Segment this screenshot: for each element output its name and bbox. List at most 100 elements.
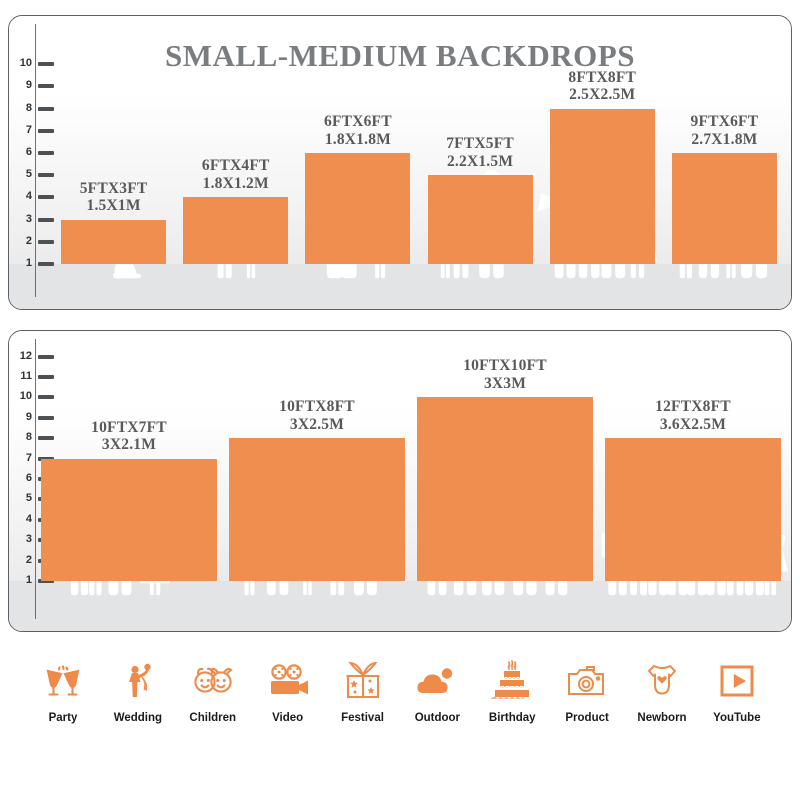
backdrop-size-bar[interactable] <box>305 153 411 264</box>
category-label: Wedding <box>113 712 163 724</box>
y-tick <box>38 128 54 133</box>
category-item-product[interactable]: Product <box>550 655 624 724</box>
backdrop-size-bar[interactable] <box>229 438 405 581</box>
bar-size-label: 12FTX8FT 3.6X2.5M <box>575 398 791 433</box>
y-tick-label: 4 <box>25 190 32 203</box>
movie-camera-icon <box>266 655 310 707</box>
y-tick-label: 3 <box>25 533 32 546</box>
floor-band-2 <box>9 581 791 631</box>
backdrop-size-bar[interactable] <box>41 458 217 581</box>
bar-size-label: 6FTX4FT 1.8X1.2M <box>153 157 318 192</box>
category-item-party[interactable]: Party <box>26 655 100 724</box>
y-tick-label: 8 <box>25 101 32 114</box>
bar-size-feet: 10FTX7FT <box>91 418 167 436</box>
category-item-festival[interactable]: Festival <box>326 655 400 724</box>
y-tick-label: 12 <box>19 349 32 362</box>
bar-size-metres: 2.7X1.8M <box>691 130 758 148</box>
axis-spine <box>35 339 37 619</box>
backdrop-size-bar[interactable] <box>427 175 533 264</box>
category-label: Outdoor <box>414 712 461 724</box>
y-tick-label: 10 <box>19 390 32 403</box>
y-tick <box>38 239 54 244</box>
backdrop-size-bar[interactable] <box>605 438 781 581</box>
y-tick-label: 6 <box>25 146 32 158</box>
bar-size-label: 6FTX6FT 1.8X1.8M <box>275 113 440 148</box>
bar-size-feet: 5FTX3FT <box>79 179 148 197</box>
category-label: Product <box>565 712 609 724</box>
category-item-children[interactable]: Children <box>176 655 250 724</box>
y-tick <box>38 262 54 266</box>
bar-size-label: 10FTX7FT 3X2.1M <box>11 419 247 454</box>
bar-size-feet: 7FTX5FT <box>446 135 514 153</box>
category-item-wedding[interactable]: Wedding <box>101 655 175 724</box>
category-label: Children <box>189 712 237 724</box>
y-tick <box>38 62 54 67</box>
axis-spine <box>35 24 37 297</box>
bar-size-label: 10FTX8FT 3X2.5M <box>199 398 435 433</box>
backdrop-size-bar[interactable] <box>417 397 593 581</box>
y-tick-label: 11 <box>20 370 32 382</box>
bar-size-feet: 10FTX8FT <box>279 398 355 416</box>
page-title: SMALL-MEDIUM BACKDROPS <box>165 38 635 73</box>
backdrop-size-bar[interactable] <box>183 197 289 264</box>
y-tick <box>38 375 54 379</box>
y-tick-label: 7 <box>25 451 32 464</box>
bar-size-feet: 10FTX10FT <box>463 357 547 375</box>
camera-icon <box>565 655 609 707</box>
backdrop-size-bar[interactable] <box>61 219 167 264</box>
category-label: Party <box>48 712 78 724</box>
category-label: YouTube <box>713 712 761 724</box>
category-icon-row: Party Wedding Children <box>8 655 792 760</box>
y-tick <box>38 579 54 583</box>
bar-size-metres: 2.5X2.5M <box>569 86 636 104</box>
kid-faces-icon <box>190 655 236 707</box>
wine-glasses-icon <box>42 655 84 707</box>
y-tick-label: 5 <box>25 492 32 505</box>
play-button-icon <box>717 655 757 707</box>
y-tick-label: 2 <box>25 234 32 247</box>
y-tick-label: 5 <box>25 168 32 181</box>
bride-icon <box>117 655 159 707</box>
y-tick-label: 9 <box>25 79 32 92</box>
category-label: Birthday <box>488 712 536 724</box>
y-tick-label: 3 <box>25 212 32 225</box>
backdrop-size-bar[interactable] <box>671 153 777 264</box>
bar-size-feet: 9FTX6FT <box>690 113 759 130</box>
birthday-cake-icon <box>491 655 533 707</box>
bar-size-feet: 12FTX8FT <box>655 398 731 416</box>
y-tick <box>38 395 54 400</box>
bar-size-metres: 2.2X1.5M <box>446 152 514 170</box>
floor-band-1 <box>9 264 791 309</box>
y-tick-label: 7 <box>25 123 32 136</box>
category-item-outdoor[interactable]: Outdoor <box>400 655 474 724</box>
category-label: Newborn <box>637 712 687 724</box>
category-item-video[interactable]: Video <box>251 655 325 724</box>
bar-size-metres: 1.8X1.2M <box>202 174 269 192</box>
y-tick <box>38 84 54 89</box>
large-chart-panel: 1 2 3 4 5 6 7 8 9 10 11 12 10FTX7FT 3X2.1M 10FTX8FT 3X… <box>8 330 792 632</box>
y-tick-label: 6 <box>25 472 32 484</box>
bar-size-label: 7FTX5FT 2.2X1.5M <box>398 135 563 170</box>
category-item-birthday[interactable]: Birthday <box>475 655 549 724</box>
y-tick-label: 4 <box>25 512 32 525</box>
baby-onesie-icon <box>641 655 683 707</box>
category-label: Festival <box>341 712 384 724</box>
backdrop-size-bar[interactable] <box>549 108 655 264</box>
y-tick <box>38 354 54 359</box>
category-item-newborn[interactable]: Newborn <box>625 655 699 724</box>
y-tick <box>38 217 54 222</box>
y-tick-label: 2 <box>25 553 32 566</box>
bar-size-metres: 3X2.1M <box>101 436 157 454</box>
bar-size-metres: 3.6X2.5M <box>659 415 727 433</box>
y-tick-label: 1 <box>25 257 32 269</box>
y-tick <box>38 436 54 441</box>
bar-size-feet: 6FTX4FT <box>201 157 270 175</box>
bar-size-label: 5FTX3FT 1.5X1M <box>31 180 196 215</box>
category-item-youtube[interactable]: YouTube <box>700 655 774 724</box>
bar-size-metres: 3X3M <box>483 374 527 392</box>
y-tick <box>38 173 54 178</box>
y-tick-label: 9 <box>25 410 32 423</box>
category-label: Video <box>272 712 304 724</box>
bar-size-feet: 8FTX8FT <box>568 68 637 86</box>
